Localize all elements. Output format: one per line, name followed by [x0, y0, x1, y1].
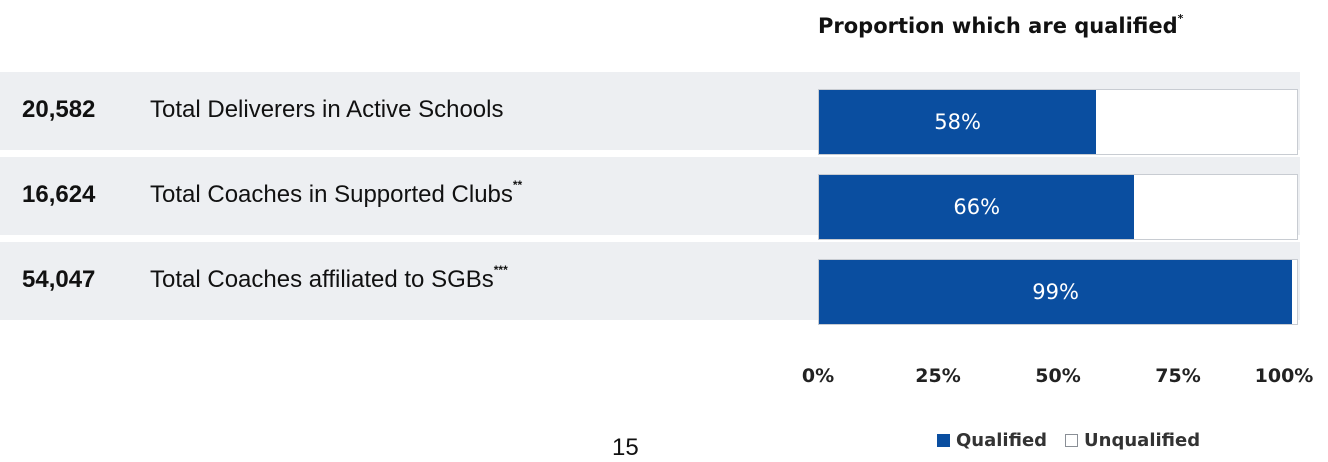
bar-qualified [819, 90, 1097, 154]
legend-item-unqualified: Unqualified [1065, 430, 1200, 451]
row-label-marker: *** [493, 263, 508, 277]
chart-title: Proportion which are qualified* [818, 12, 1184, 38]
legend: Qualified Unqualified [937, 430, 1218, 451]
bar-frame: 99% [818, 259, 1298, 325]
x-tick-label: 100% [1254, 365, 1314, 387]
x-tick-label: 25% [915, 365, 961, 387]
bar-qualified [819, 175, 1135, 239]
row-label-marker: ** [512, 178, 523, 192]
row-label-text: Total Coaches affiliated to SGBs [150, 266, 494, 293]
row-count: 16,624 [22, 181, 96, 208]
row-label: Total Coaches affiliated to SGBs*** [150, 263, 508, 294]
page-number: 15 [612, 434, 639, 461]
legend-item-qualified: Qualified [937, 430, 1047, 451]
row-count: 20,582 [22, 96, 96, 123]
legend-label-unqualified: Unqualified [1084, 430, 1201, 451]
bar-value-label: 99% [1032, 280, 1079, 304]
row-label-text: Total Deliverers in Active Schools [150, 96, 504, 123]
row-label-text: Total Coaches in Supported Clubs [150, 181, 513, 208]
row-label: Total Coaches in Supported Clubs** [150, 178, 523, 209]
x-tick-label: 75% [1155, 365, 1201, 387]
bar-frame: 58% [818, 89, 1298, 155]
x-tick-label: 50% [1035, 365, 1081, 387]
legend-swatch-unqualified [1065, 434, 1079, 447]
x-tick-label: 0% [801, 365, 835, 387]
legend-swatch-qualified [937, 434, 950, 447]
chart-title-marker: * [1177, 12, 1184, 25]
bar-value-label: 58% [934, 110, 981, 134]
row-label: Total Deliverers in Active Schools [150, 96, 503, 124]
legend-label-qualified: Qualified [956, 430, 1048, 451]
bar-frame: 66% [818, 174, 1298, 240]
row-count: 54,047 [22, 266, 96, 293]
bar-value-label: 66% [953, 195, 1001, 219]
bar-qualified [819, 260, 1293, 324]
